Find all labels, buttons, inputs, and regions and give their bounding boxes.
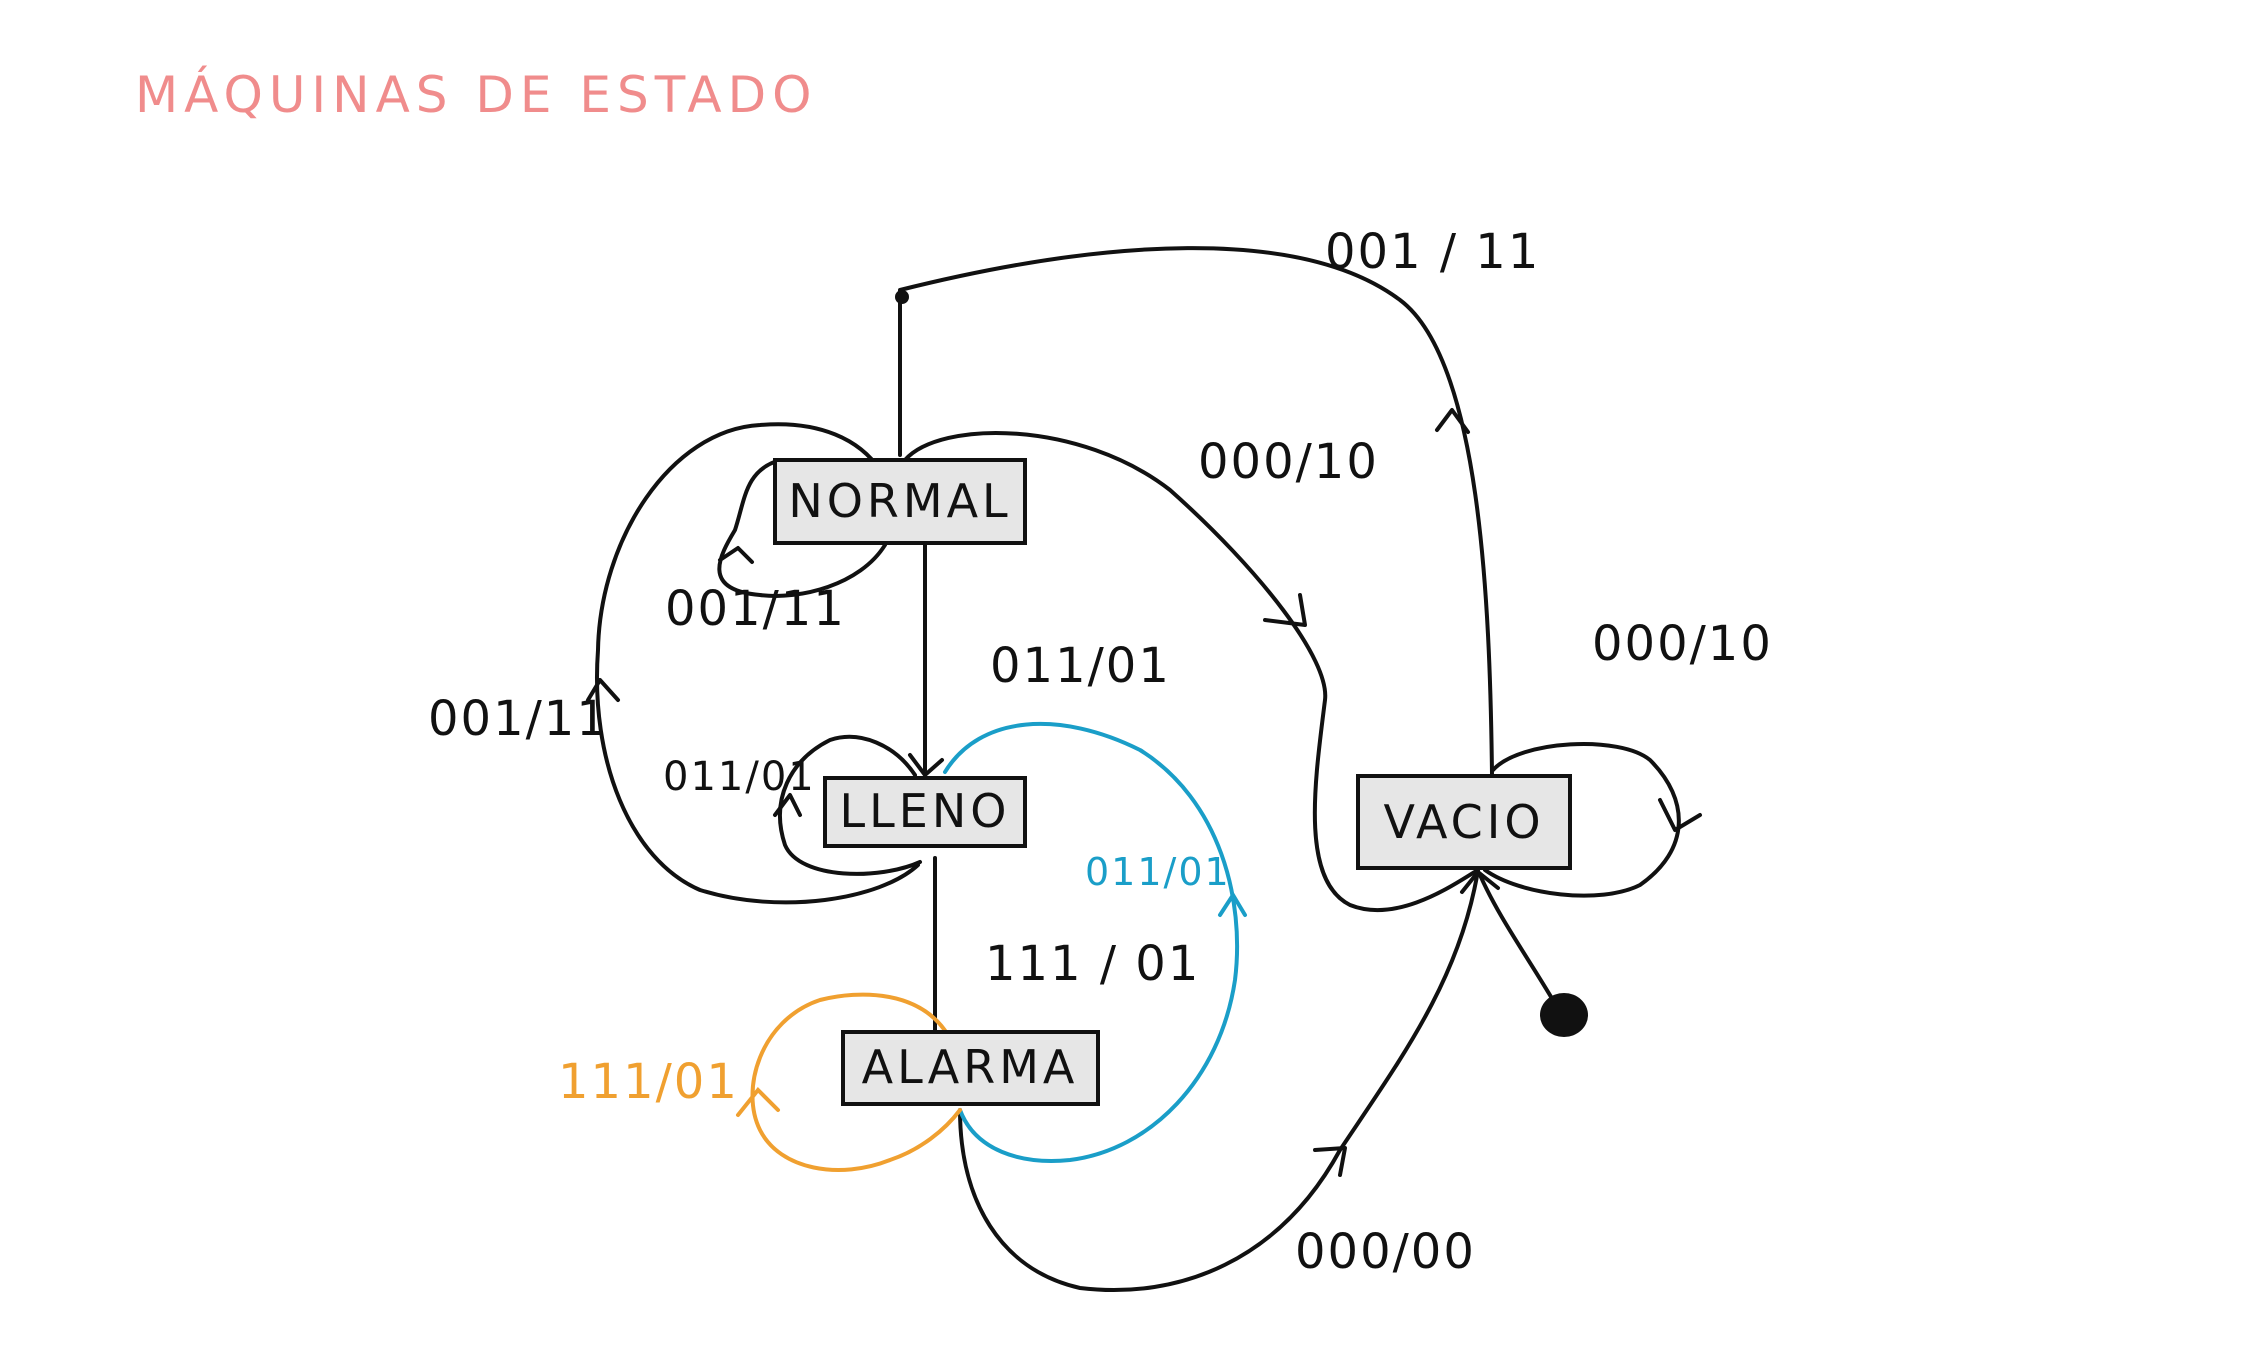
edge-lleno-self bbox=[778, 734, 922, 876]
arrowhead-normal-to-lleno bbox=[908, 753, 944, 777]
arrowhead-alarma-to-vacio bbox=[1313, 1146, 1347, 1177]
state-alarma: ALARMA bbox=[841, 1030, 1100, 1106]
initial-state-dot bbox=[1540, 993, 1588, 1037]
label-normal-self: 001/11 bbox=[665, 581, 846, 637]
edge-normal-to-vacio bbox=[903, 431, 1480, 912]
state-normal-label: NORMAL bbox=[788, 474, 1011, 528]
label-alarma-self: 111/01 bbox=[558, 1054, 739, 1110]
label-lleno-to-normal: 001/11 bbox=[428, 691, 609, 747]
arrowhead-vacio-top bbox=[1435, 408, 1470, 434]
edge-alarma-to-vacio bbox=[958, 868, 1480, 1293]
arrowhead-vacio-self bbox=[1658, 798, 1702, 832]
label-alarma-to-lleno: 011/01 bbox=[1085, 850, 1231, 894]
label-normal-to-vacio-top: 001 / 11 bbox=[1325, 224, 1540, 280]
edge-vacio-self bbox=[1483, 741, 1681, 898]
arrowhead-normal-self bbox=[718, 546, 754, 564]
arrowhead-lleno-to-normal bbox=[586, 678, 620, 702]
state-normal: NORMAL bbox=[773, 458, 1027, 545]
arrowhead-alarma-to-lleno bbox=[1218, 891, 1247, 917]
label-vacio-self: 000/10 bbox=[1592, 616, 1773, 672]
edge-normal-self bbox=[717, 458, 887, 598]
state-vacio-label: VACIO bbox=[1383, 795, 1544, 849]
arrowhead-lleno-self bbox=[773, 793, 802, 817]
junction-dot bbox=[895, 290, 909, 304]
label-normal-to-vacio: 000/10 bbox=[1198, 434, 1379, 490]
label-normal-to-lleno: 011/01 bbox=[990, 638, 1171, 694]
state-vacio: VACIO bbox=[1356, 774, 1572, 870]
initial-marker-line bbox=[1478, 873, 1562, 1014]
label-alarma-to-vacio: 000/00 bbox=[1295, 1224, 1476, 1280]
diagram-title: MÁQUINAS DE ESTADO bbox=[135, 65, 817, 124]
label-lleno-self: 011/01 bbox=[663, 754, 816, 800]
edge-normal-to-vacio-top bbox=[898, 246, 1494, 777]
edge-lleno-to-normal bbox=[595, 422, 920, 905]
state-lleno: LLENO bbox=[823, 776, 1027, 848]
arrowhead-alarma-self bbox=[736, 1087, 780, 1117]
state-alarma-label: ALARMA bbox=[862, 1040, 1079, 1094]
label-lleno-to-alarma: 111 / 01 bbox=[985, 936, 1200, 992]
arrowhead-normal-to-vacio bbox=[1263, 593, 1307, 627]
edge-alarma-self bbox=[750, 992, 962, 1172]
edge-alarma-to-lleno bbox=[943, 721, 1240, 1163]
state-lleno-label: LLENO bbox=[840, 784, 1011, 838]
arrowhead-initial bbox=[1460, 870, 1500, 894]
